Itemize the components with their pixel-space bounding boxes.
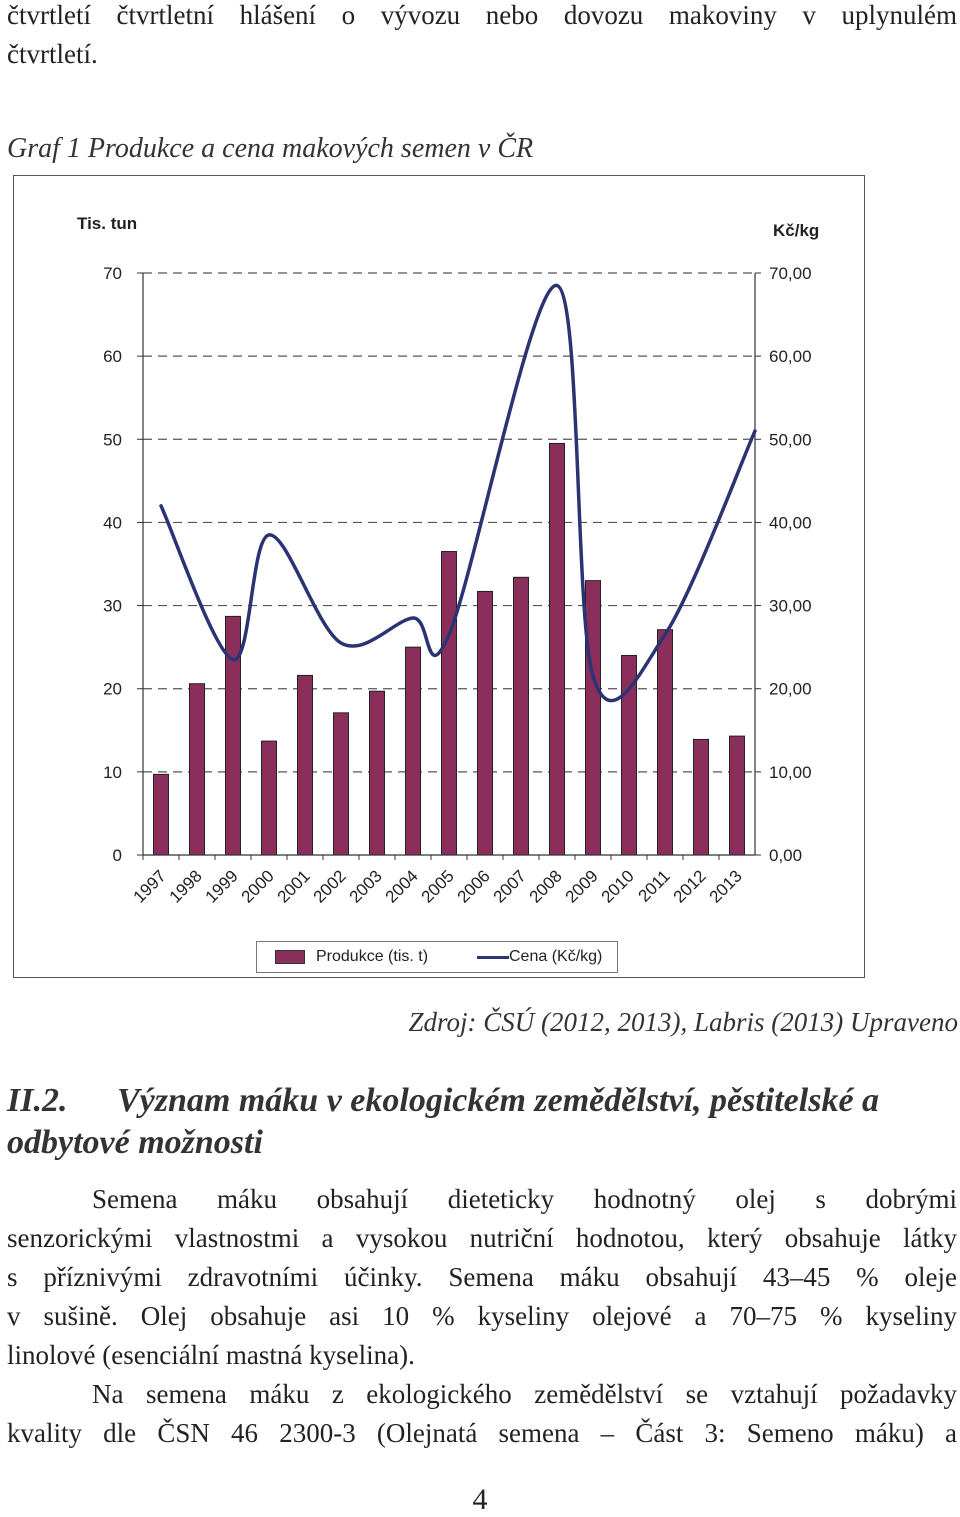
body-line: linolové (esenciální mastná kyselina). [7, 1336, 957, 1375]
y-left-tick-label: 70 [103, 264, 122, 283]
y-left-tick-label: 20 [103, 680, 122, 699]
y-right-tick-label: 30,00 [769, 597, 812, 616]
legend-bar-label: Produkce (tis. t) [316, 948, 428, 966]
x-tick-label: 2003 [346, 866, 386, 906]
x-tick-label: 2000 [238, 866, 278, 906]
y-right-tick-label: 10,00 [769, 763, 812, 782]
body-line: Na semena máku z ekologického zemědělstv… [7, 1375, 957, 1414]
bar-produkce [658, 630, 673, 855]
y-right-tick-label: 50,00 [769, 430, 812, 449]
section-number: II.2. [7, 1080, 117, 1122]
page-number: 4 [0, 1483, 960, 1517]
bar-produkce [370, 691, 385, 855]
body-paragraph-1: Semena máku obsahují dieteticky hodnotný… [7, 1180, 957, 1375]
y-right-tick-label: 20,00 [769, 680, 812, 699]
x-tick-label: 1997 [130, 866, 170, 906]
y-left-tick-label: 60 [103, 347, 122, 366]
legend-line-swatch [477, 956, 509, 959]
bar-produkce [586, 581, 601, 855]
x-tick-label: 1999 [202, 866, 242, 906]
legend-bar-swatch [275, 950, 305, 964]
x-tick-label: 2011 [635, 866, 674, 905]
x-tick-label: 2013 [706, 866, 746, 906]
y-right-tick-label: 60,00 [769, 347, 812, 366]
body-line: Semena máku obsahují dieteticky hodnotný… [7, 1180, 957, 1219]
y-right-tick-label: 70,00 [769, 264, 812, 283]
bar-produkce [442, 552, 457, 855]
section-title: Význam máku v ekologickém zemědělství, p… [7, 1082, 879, 1161]
body-line: kvality dle ČSN 46 2300-3 (Olejnatá seme… [7, 1414, 957, 1453]
x-tick-label: 2007 [490, 866, 530, 906]
bar-produkce [514, 577, 529, 855]
bar-produkce [478, 591, 493, 855]
chart-svg: 0 0,00 10 10,00 20 20,00 30 30,00 40 40,00 50 50,00… [14, 176, 864, 977]
bar-produkce [298, 675, 313, 855]
bar-produkce [334, 713, 349, 855]
intro-line: čtvrtletí. [7, 35, 957, 74]
body-line: senzorickými vlastnostmi a vysokou nutri… [7, 1219, 957, 1258]
bar-produkce [694, 739, 709, 855]
y-left-tick-label: 0 [113, 846, 122, 865]
x-tick-label: 2006 [454, 866, 494, 906]
body-line: s příznivými zdravotními účinky. Semena … [7, 1258, 957, 1297]
y-right-tick-label: 0,00 [769, 846, 802, 865]
source-note: Zdroj: ČSÚ (2012, 2013), Labris (2013) U… [409, 1007, 959, 1038]
intro-line: čtvrtletí čtvrtletní hlášení o vývozu ne… [7, 0, 957, 35]
bar-produkce [190, 684, 205, 855]
x-tick-label: 2008 [526, 866, 566, 906]
legend-line-label: Cena (Kč/kg) [509, 948, 602, 966]
bar-produkce [154, 774, 169, 855]
bar-produkce [262, 741, 277, 855]
x-tick-label: 2009 [562, 866, 602, 906]
y-left-tick-label: 30 [103, 597, 122, 616]
bar-produkce [226, 616, 241, 855]
y-left-axis-title: Tis. tun [77, 214, 137, 233]
intro-paragraph: čtvrtletí čtvrtletní hlášení o vývozu ne… [7, 0, 957, 74]
chart-legend: Produkce (tis. t) Cena (Kč/kg) [256, 941, 618, 973]
y-right-tick-label: 40,00 [769, 513, 812, 532]
y-left-tick-label: 40 [103, 513, 122, 532]
x-tick-label: 2010 [598, 866, 638, 906]
x-tick-label: 1998 [166, 866, 206, 906]
section-heading: II.2.Význam máku v ekologickém zemědělst… [7, 1080, 957, 1164]
y-left-tick-label: 50 [103, 430, 122, 449]
x-tick-label: 2012 [670, 866, 710, 906]
x-tick-label: 2005 [418, 866, 458, 906]
x-tick-label: 2004 [382, 866, 422, 906]
figure-caption: Graf 1 Produkce a cena makových semen v … [7, 133, 533, 165]
bar-produkce [550, 443, 565, 855]
y-right-axis-title: Kč/kg [773, 221, 819, 240]
body-paragraph-2: Na semena máku z ekologického zemědělstv… [7, 1375, 957, 1453]
body-line: v sušině. Olej obsahuje asi 10 % kyselin… [7, 1297, 957, 1336]
bar-produkce [730, 736, 745, 855]
bar-produkce [622, 655, 637, 855]
x-tick-label: 2002 [310, 866, 350, 906]
x-tick-label: 2001 [274, 866, 314, 906]
y-left-tick-label: 10 [103, 763, 122, 782]
bar-produkce [406, 647, 421, 855]
chart-frame: 0 0,00 10 10,00 20 20,00 30 30,00 40 40,00 50 50,00… [13, 175, 865, 978]
